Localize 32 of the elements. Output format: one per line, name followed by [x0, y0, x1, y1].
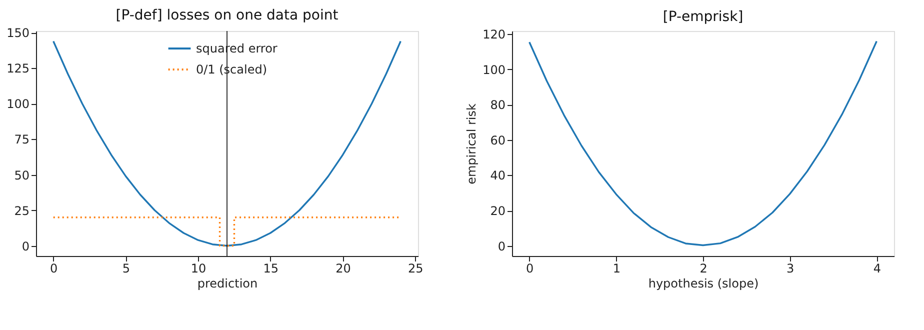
y-tick-label: 100 — [482, 62, 506, 77]
y-tick-label: 0 — [22, 239, 30, 254]
x-axis-title: prediction — [197, 276, 258, 290]
y-tick-label: 40 — [490, 168, 506, 183]
y-tick-label: 80 — [490, 98, 506, 112]
y-tick-label: 25 — [14, 204, 30, 218]
y-tick-label: 75 — [14, 132, 30, 147]
y-tick-label: 100 — [6, 97, 30, 112]
y-axis-title: empirical risk — [464, 104, 479, 184]
y-tick-label: 120 — [482, 28, 506, 42]
x-tick-label: 15 — [263, 262, 279, 276]
y-tick-label: 0 — [498, 239, 506, 254]
line-series — [528, 40, 878, 246]
y-tick-label: 50 — [14, 168, 30, 182]
x-tick-label: 4 — [873, 262, 881, 276]
x-tick-label: 10 — [190, 262, 206, 276]
x-tick-label: 5 — [122, 262, 130, 276]
line-series — [52, 40, 402, 247]
y-tick-label: 125 — [6, 62, 30, 76]
x-tick-label: 2 — [700, 262, 708, 276]
x-tick-label: 20 — [336, 262, 351, 276]
x-tick-label: 3 — [786, 262, 794, 276]
x-tick-label: 25 — [408, 262, 424, 276]
y-tick-label: 60 — [490, 133, 506, 148]
x-axis-title: hypothesis (slope) — [648, 276, 759, 290]
x-tick-label: 0 — [526, 262, 534, 276]
y-tick-label: 150 — [6, 26, 30, 40]
x-tick-label: 0 — [50, 262, 58, 276]
y-tick-label: 20 — [490, 204, 506, 218]
chart-title: [P-emprisk] — [662, 9, 744, 26]
x-tick-label: 1 — [612, 262, 620, 276]
chart-title: [P-def] losses on one data point — [116, 8, 339, 24]
